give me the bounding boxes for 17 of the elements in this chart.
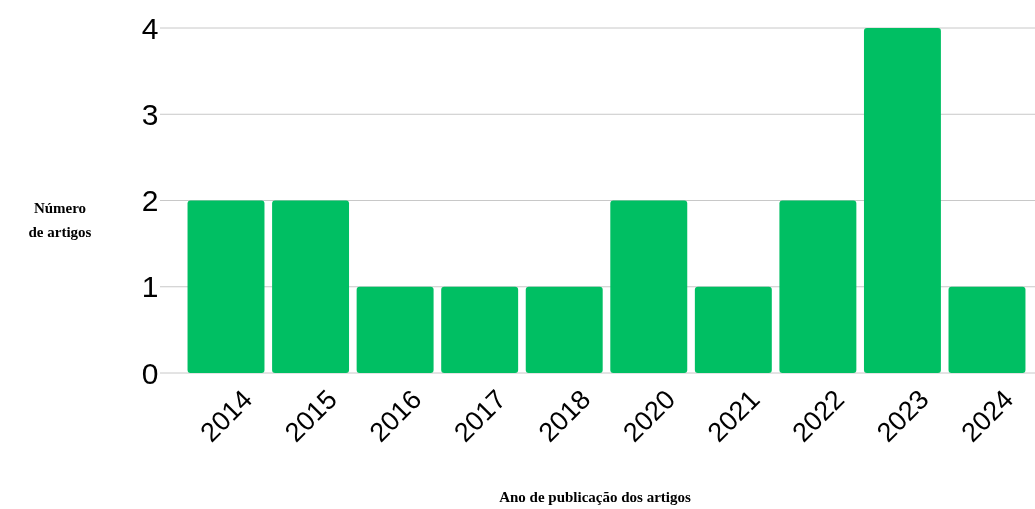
y-tick-label: 2: [141, 184, 159, 217]
bar: [610, 200, 688, 373]
bar: [272, 200, 350, 373]
y-tick-label: 4: [141, 11, 159, 45]
y-axis-title: Número de artigos: [28, 200, 92, 240]
bar: [187, 200, 265, 373]
x-axis-title: Ano de publicação dos artigos: [499, 489, 691, 505]
bar: [948, 286, 1026, 373]
bar: [863, 28, 941, 373]
bar: [441, 286, 519, 373]
y-tick-label: 1: [141, 270, 159, 304]
y-tick-label: 3: [141, 97, 159, 131]
y-tick-label: 0: [141, 356, 159, 390]
bar: [356, 286, 434, 373]
bar: [694, 286, 772, 373]
bar: [779, 200, 857, 373]
bar: [525, 286, 603, 373]
